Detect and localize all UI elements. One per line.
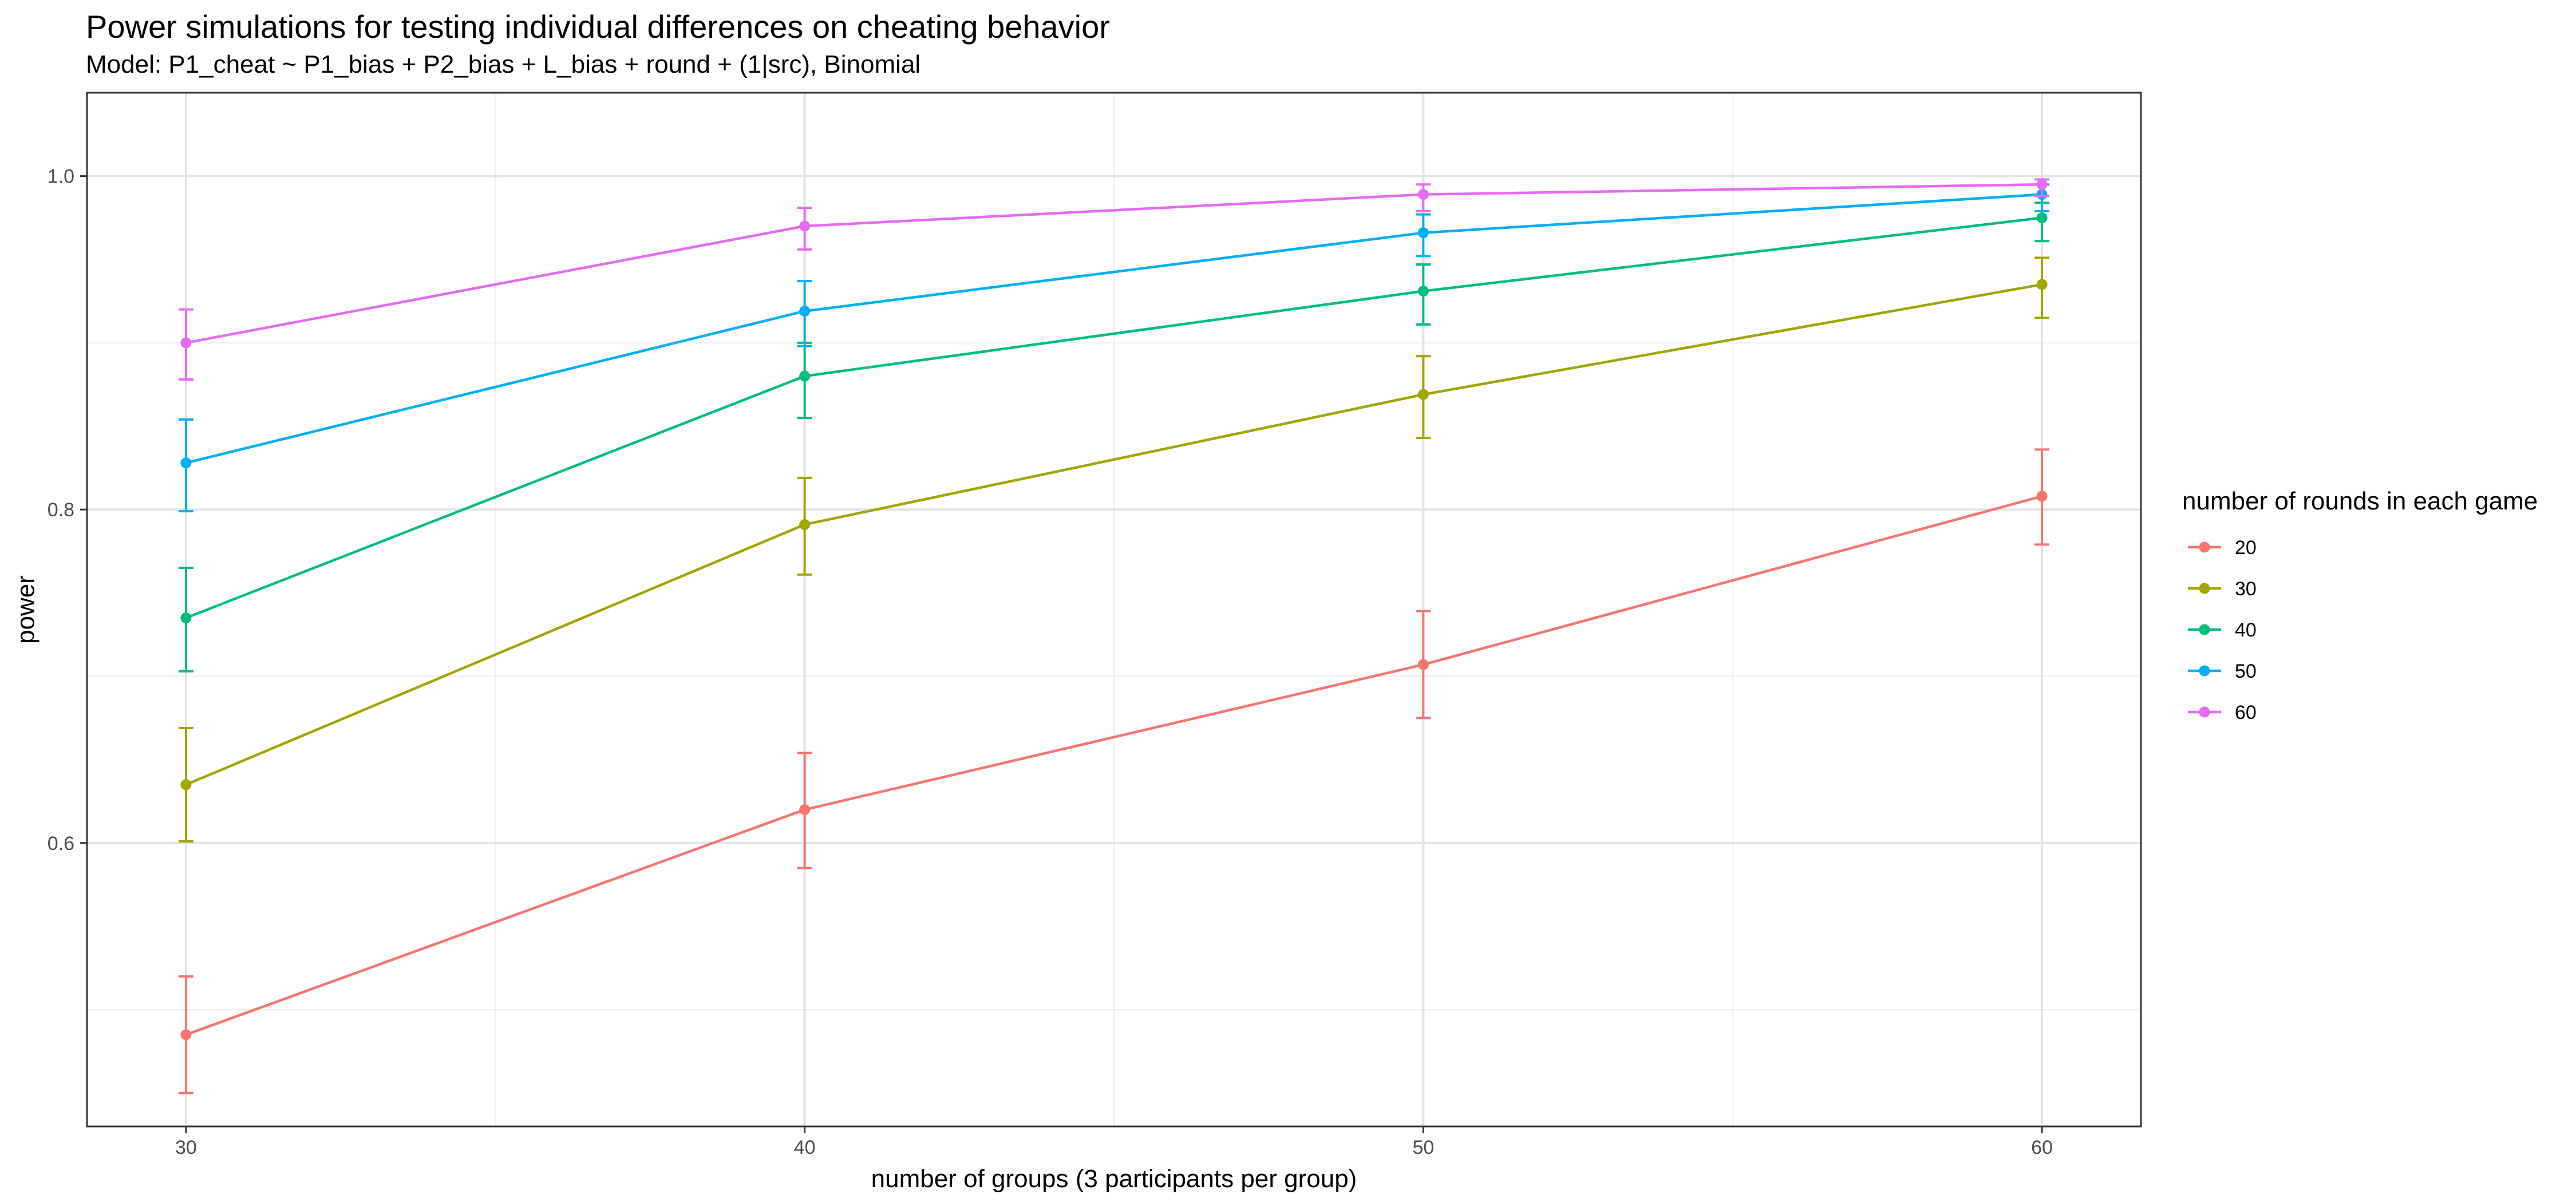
data-point-30-60 <box>2036 279 2048 290</box>
legend-item-30: 30 <box>2188 578 2257 600</box>
data-point-50-40 <box>799 306 811 317</box>
data-point-40-30 <box>180 612 192 624</box>
legend-title: number of rounds in each game <box>2182 487 2538 515</box>
legend-label: 20 <box>2235 537 2257 559</box>
series-line-50 <box>185 193 2042 464</box>
data-point-30-50 <box>1417 389 1429 400</box>
x-tick-label: 50 <box>1412 1137 1434 1158</box>
data-point-60-30 <box>180 337 192 349</box>
data-point-60-40 <box>799 220 811 232</box>
legend-key-point <box>2199 541 2210 553</box>
data-point-30-40 <box>799 519 811 530</box>
chart-axes: 30 40 50 60 0.6 0.8 1.0 <box>48 92 2142 1158</box>
legend-key-point <box>2199 624 2210 635</box>
series-40 <box>178 201 2050 673</box>
legend-label: 60 <box>2235 702 2257 723</box>
y-tick-label: 1.0 <box>48 166 74 188</box>
data-point-50-30 <box>180 457 192 469</box>
data-point-20-60 <box>2036 491 2048 502</box>
data-point-40-50 <box>1417 286 1429 297</box>
data-point-20-30 <box>180 1029 192 1041</box>
series-line-60 <box>185 183 2042 345</box>
data-point-60-50 <box>1417 189 1429 200</box>
legend-item-20: 20 <box>2188 537 2257 559</box>
x-tick-label: 40 <box>794 1137 816 1158</box>
data-point-40-60 <box>2036 212 2048 223</box>
legend-label: 50 <box>2235 661 2257 682</box>
data-point-40-40 <box>799 370 811 382</box>
data-point-50-50 <box>1417 227 1429 239</box>
series-30 <box>178 256 2050 843</box>
plot-border <box>86 92 2142 1128</box>
legend-label: 40 <box>2235 619 2257 641</box>
legend-item-40: 40 <box>2188 619 2257 641</box>
data-point-60-60 <box>2036 179 2048 190</box>
data-point-20-40 <box>799 804 811 816</box>
legend-label: 30 <box>2235 578 2257 600</box>
legend-key-point <box>2199 583 2210 594</box>
x-tick-label: 30 <box>175 1137 197 1158</box>
series-line-30 <box>185 283 2042 786</box>
legend: number of rounds in each game 20 30 40 50 60 <box>2182 487 2538 723</box>
data-point-20-50 <box>1417 659 1429 670</box>
y-axis-title: power <box>12 575 40 644</box>
chart-subtitle: Model: P1_cheat ~ P1_bias + P2_bias + L_… <box>86 50 921 78</box>
legend-item-50: 50 <box>2188 661 2257 682</box>
x-tick-label: 60 <box>2031 1137 2053 1158</box>
plot-panel <box>87 93 2141 1126</box>
chart-marks <box>178 178 2050 1094</box>
data-point-30-30 <box>180 779 192 790</box>
x-axis-title: number of groups (3 participants per gro… <box>871 1165 1357 1193</box>
series-60 <box>178 178 2050 381</box>
legend-key-point <box>2199 706 2210 718</box>
legend-key-point <box>2199 665 2210 677</box>
y-tick-label: 0.8 <box>48 499 74 521</box>
series-line-40 <box>185 216 2042 619</box>
series-50 <box>178 183 2050 513</box>
y-tick-label: 0.6 <box>48 833 74 855</box>
series-line-20 <box>185 495 2042 1036</box>
legend-item-60: 60 <box>2188 702 2257 723</box>
chart-title: Power simulations for testing individual… <box>86 9 1110 45</box>
series-20 <box>178 448 2050 1094</box>
